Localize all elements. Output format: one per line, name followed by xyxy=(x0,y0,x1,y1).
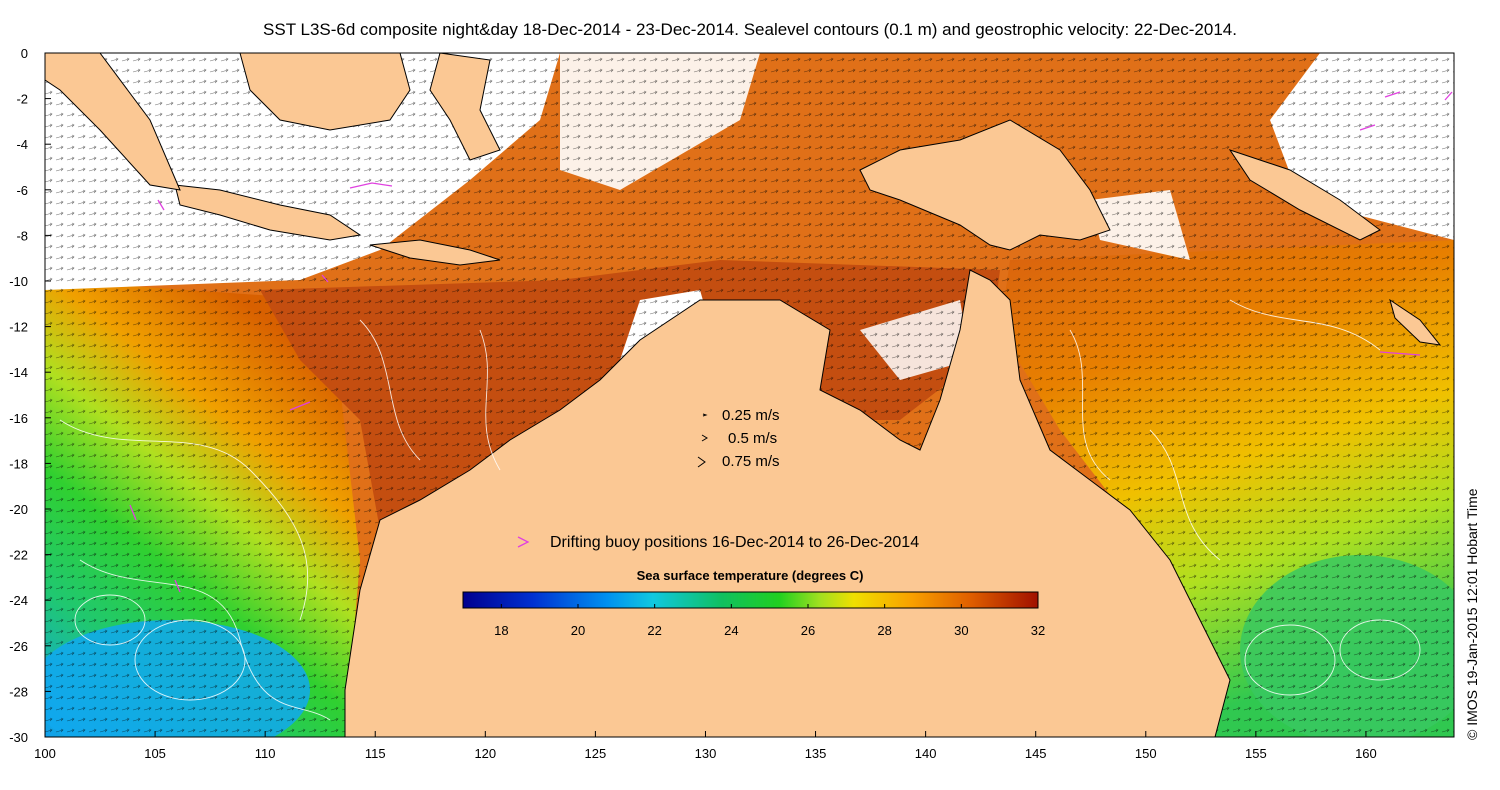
x-tick-label: 115 xyxy=(365,746,386,761)
colorbar-gradient xyxy=(462,591,1039,609)
colorbar-tick-label: 28 xyxy=(877,623,891,638)
borneo-landmass xyxy=(239,53,411,131)
velocity-label-025: 0.25 m/s xyxy=(722,407,780,424)
y-tick-label: -20 xyxy=(9,502,28,517)
y-tick-label: -30 xyxy=(9,730,28,745)
x-tick-label: 150 xyxy=(1135,746,1157,761)
credit-line-wrapper: © IMOS 19-Jan-2015 12:01 Hobart Time xyxy=(1464,405,1484,740)
x-tick-label: 145 xyxy=(1025,746,1047,761)
y-tick-label: -26 xyxy=(9,639,28,654)
colorbar-tick-label: 32 xyxy=(1031,623,1045,638)
y-axis-ticks: 0 -2 -4 -6 -8 -10 -12 -14 -16 -18 -20 -22 -24 -26 -28 -… xyxy=(9,46,51,745)
x-axis-ticks: 100 105 110 115 120 125 130 135 140 145 150 155 160 xyxy=(34,731,1377,761)
velocity-arrow-05 xyxy=(701,434,708,442)
colorbar-tick-label: 18 xyxy=(494,623,508,638)
x-tick-label: 130 xyxy=(695,746,717,761)
sumatra-landmass xyxy=(45,53,181,191)
x-tick-label: 125 xyxy=(585,746,607,761)
y-tick-label: -4 xyxy=(16,137,28,152)
map-title: SST L3S-6d composite night&day 18-Dec-20… xyxy=(263,20,1237,39)
y-tick-label: -6 xyxy=(16,183,28,198)
buoy-tracks xyxy=(129,91,1453,593)
x-tick-label: 120 xyxy=(474,746,496,761)
plot-frame xyxy=(44,52,1455,738)
sealevel-contours xyxy=(59,299,1421,721)
colorbar-tick-label: 24 xyxy=(724,623,738,638)
y-tick-label: -8 xyxy=(16,228,28,243)
credit-line: © IMOS 19-Jan-2015 12:01 Hobart Time xyxy=(1464,488,1480,740)
x-tick-label: 100 xyxy=(34,746,56,761)
x-tick-label: 105 xyxy=(144,746,166,761)
x-tick-label: 160 xyxy=(1355,746,1377,761)
velocity-arrow-075 xyxy=(697,456,706,468)
new-caledonia xyxy=(1389,298,1442,346)
y-tick-label: -18 xyxy=(9,456,28,471)
velocity-arrow-025 xyxy=(702,413,708,417)
sulawesi-landmass xyxy=(429,53,501,161)
y-tick-label: -22 xyxy=(9,548,28,563)
y-tick-label: -12 xyxy=(9,320,28,335)
y-tick-label: -2 xyxy=(16,92,28,107)
buoy-legend: Drifting buoy positions 16-Dec-2014 to 2… xyxy=(517,534,919,551)
java-landmass xyxy=(174,184,362,241)
australia-landmass xyxy=(45,269,1231,737)
y-tick-label: -16 xyxy=(9,411,28,426)
velocity-label-075: 0.75 m/s xyxy=(722,453,780,470)
colorbar-title: Sea surface temperature (degrees C) xyxy=(637,568,864,583)
x-tick-label: 135 xyxy=(805,746,827,761)
y-tick-label: -14 xyxy=(9,365,28,380)
y-tick-label: -24 xyxy=(9,593,28,608)
velocity-label-05: 0.5 m/s xyxy=(728,430,777,447)
colorbar-tick-label: 22 xyxy=(647,623,661,638)
buoy-legend-marker xyxy=(517,536,530,548)
x-tick-label: 140 xyxy=(915,746,937,761)
y-tick-label: 0 xyxy=(21,46,28,61)
y-tick-label: -28 xyxy=(9,684,28,699)
new-guinea-landmass xyxy=(859,119,1111,251)
buoy-legend-label: Drifting buoy positions 16-Dec-2014 to 2… xyxy=(550,534,919,551)
velocity-legend: 0.25 m/s 0.5 m/s 0.75 m/s xyxy=(697,407,780,470)
bismarck-islands xyxy=(1228,149,1381,241)
y-tick-label: -10 xyxy=(9,274,28,289)
colorbar: Sea surface temperature (degrees C) 18 20… xyxy=(462,568,1045,638)
colorbar-ticks: 18 20 22 24 26 28 30 32 xyxy=(494,604,1045,638)
colorbar-tick-label: 20 xyxy=(571,623,585,638)
x-tick-label: 155 xyxy=(1245,746,1267,761)
x-tick-label: 110 xyxy=(255,746,276,761)
colorbar-tick-label: 30 xyxy=(954,623,968,638)
lesser-sunda-islands xyxy=(369,239,501,266)
colorbar-tick-label: 26 xyxy=(801,623,815,638)
